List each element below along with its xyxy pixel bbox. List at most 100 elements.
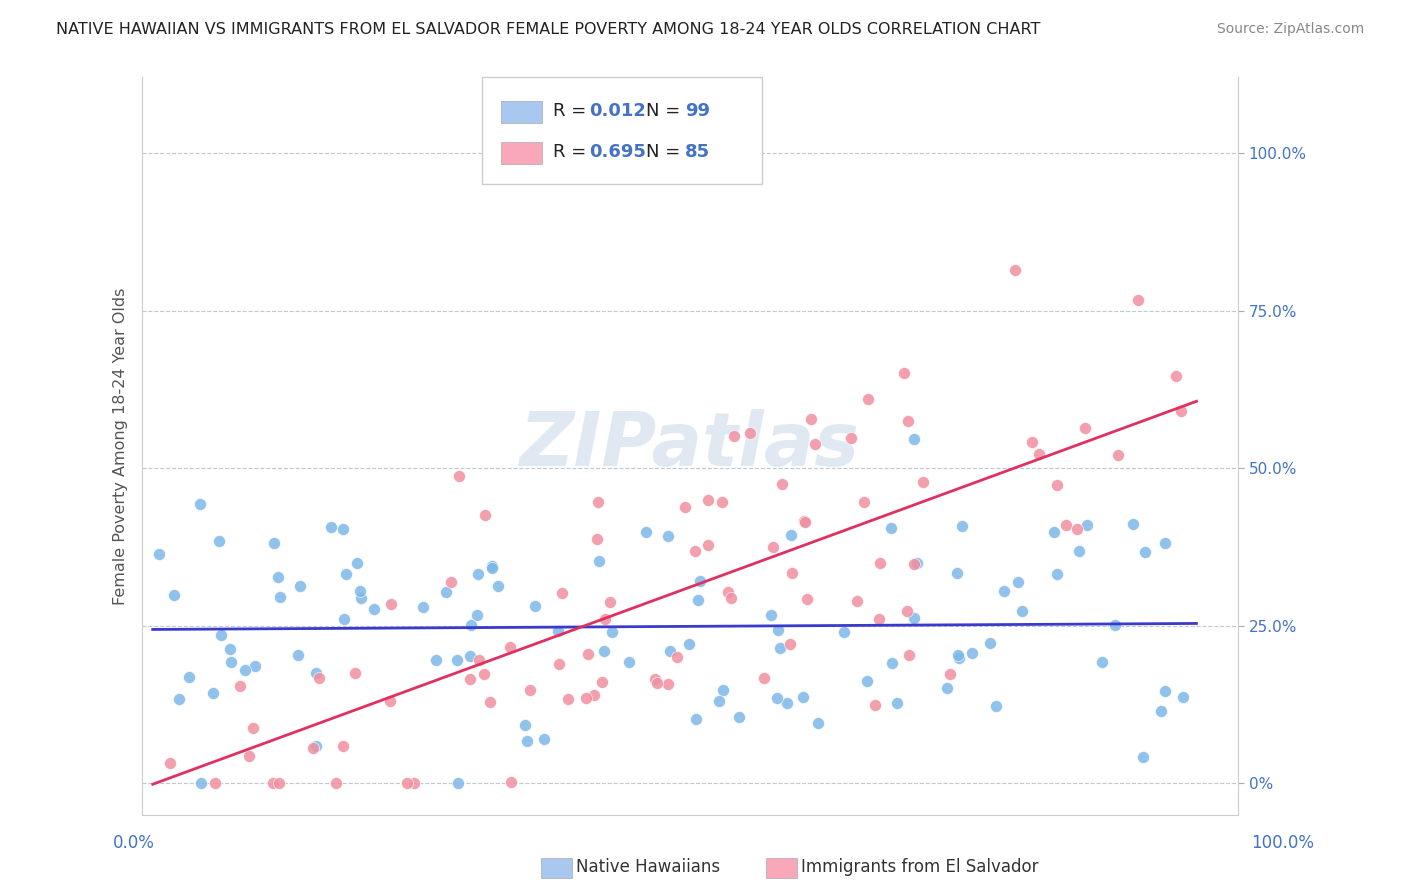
Point — [759, 608, 782, 623]
Text: 99: 99 — [685, 103, 710, 120]
Point — [202, 686, 225, 700]
Point — [896, 603, 918, 617]
Text: R =: R = — [554, 143, 592, 161]
Point — [425, 653, 447, 667]
Point — [288, 579, 311, 593]
Point — [169, 691, 191, 706]
Point — [779, 637, 801, 651]
Text: R =: R = — [554, 103, 592, 120]
Point — [780, 528, 803, 542]
Point — [440, 574, 463, 589]
Point — [946, 648, 969, 663]
Text: Immigrants from El Salvador: Immigrants from El Salvador — [801, 858, 1039, 876]
Point — [792, 690, 814, 704]
Point — [688, 592, 710, 607]
Point — [727, 710, 749, 724]
Point — [209, 627, 232, 641]
Point — [163, 588, 186, 602]
Point — [1028, 447, 1050, 461]
Point — [911, 475, 934, 489]
Point — [1170, 404, 1192, 418]
Point — [547, 657, 569, 671]
Point — [263, 536, 285, 550]
Point — [762, 541, 785, 555]
Point — [1046, 567, 1069, 582]
Point — [467, 567, 489, 582]
Point — [524, 599, 547, 613]
Point — [243, 658, 266, 673]
Point — [204, 776, 226, 790]
Point — [794, 515, 817, 529]
Point — [793, 514, 815, 528]
Point — [159, 756, 181, 770]
Point — [893, 366, 915, 380]
FancyBboxPatch shape — [501, 101, 543, 123]
Point — [588, 554, 610, 568]
Point — [591, 674, 613, 689]
Text: 0.0%: 0.0% — [112, 834, 155, 852]
Point — [219, 641, 242, 656]
Point — [346, 556, 368, 570]
Point — [868, 612, 890, 626]
Point — [1046, 478, 1069, 492]
Point — [644, 672, 666, 686]
Point — [575, 690, 598, 705]
Text: 100.0%: 100.0% — [1251, 834, 1315, 852]
Point — [447, 776, 470, 790]
Point — [946, 566, 969, 580]
Point — [412, 599, 434, 614]
Point — [557, 691, 579, 706]
Point — [301, 740, 323, 755]
Point — [1021, 434, 1043, 449]
Point — [350, 591, 373, 606]
Point — [1011, 604, 1033, 618]
Point — [267, 776, 290, 790]
Point — [856, 673, 879, 688]
Point — [304, 739, 326, 753]
Point — [845, 594, 868, 608]
Point — [769, 640, 792, 655]
Point — [481, 559, 503, 574]
Point — [1171, 690, 1194, 705]
Point — [935, 681, 957, 695]
Point — [1074, 421, 1097, 435]
Text: N =: N = — [647, 103, 686, 120]
Point — [465, 608, 488, 623]
Point — [404, 776, 426, 790]
Point — [979, 636, 1001, 650]
Point — [1149, 705, 1171, 719]
Point — [696, 492, 718, 507]
Text: Source: ZipAtlas.com: Source: ZipAtlas.com — [1216, 22, 1364, 37]
Point — [472, 667, 495, 681]
Point — [657, 676, 679, 690]
Point — [486, 579, 509, 593]
Text: 0.695: 0.695 — [589, 143, 647, 161]
Point — [678, 637, 700, 651]
Text: 85: 85 — [685, 143, 710, 161]
Point — [344, 665, 367, 680]
Point — [993, 584, 1015, 599]
Point — [576, 647, 599, 661]
Point — [238, 748, 260, 763]
Point — [266, 570, 288, 584]
Point — [586, 532, 609, 546]
Point — [939, 666, 962, 681]
Point — [869, 556, 891, 570]
Point — [499, 775, 522, 789]
FancyBboxPatch shape — [501, 142, 543, 164]
Point — [1154, 535, 1177, 549]
Point — [723, 429, 745, 443]
Point — [1153, 684, 1175, 698]
Point — [287, 648, 309, 662]
Point — [481, 561, 503, 575]
Point — [658, 644, 681, 658]
Point — [1004, 263, 1026, 277]
Point — [754, 671, 776, 685]
Point — [1133, 544, 1156, 558]
Point — [335, 567, 357, 582]
Point — [879, 521, 901, 535]
Point — [804, 437, 827, 451]
Point — [950, 519, 973, 533]
Point — [856, 392, 879, 406]
Point — [1128, 293, 1150, 307]
